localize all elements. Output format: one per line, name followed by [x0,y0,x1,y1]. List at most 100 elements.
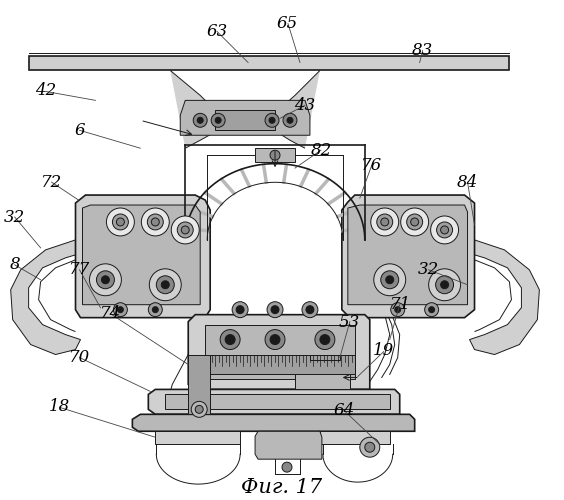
Polygon shape [255,432,322,459]
Polygon shape [76,195,210,318]
Circle shape [306,306,314,314]
Polygon shape [165,394,390,409]
Circle shape [381,218,389,226]
Circle shape [271,306,279,314]
Circle shape [437,222,452,238]
Text: 32: 32 [418,262,439,278]
Circle shape [374,264,406,296]
Circle shape [429,269,461,300]
Circle shape [440,226,448,234]
Circle shape [177,222,193,238]
Polygon shape [310,354,340,360]
Polygon shape [11,240,81,354]
Polygon shape [170,70,220,148]
Circle shape [161,281,169,288]
Text: 71: 71 [390,296,411,313]
Circle shape [152,306,158,312]
Circle shape [195,406,203,413]
Text: 77: 77 [69,262,90,278]
Circle shape [302,302,318,318]
Circle shape [381,271,399,288]
Text: 82: 82 [311,142,332,158]
Text: 43: 43 [294,97,315,114]
Circle shape [215,118,221,124]
Polygon shape [215,110,275,130]
Text: 84: 84 [457,174,478,191]
Polygon shape [180,100,310,135]
Polygon shape [82,205,200,304]
Polygon shape [295,360,350,390]
Circle shape [377,214,393,230]
Circle shape [395,306,400,312]
Text: 70: 70 [69,348,90,366]
Polygon shape [255,148,295,162]
Circle shape [431,216,459,244]
Circle shape [197,118,203,124]
Text: 74: 74 [100,305,121,322]
Circle shape [171,216,199,244]
Text: 72: 72 [41,174,62,191]
Circle shape [211,114,225,128]
Polygon shape [155,432,240,444]
Circle shape [116,218,125,226]
Circle shape [232,302,248,318]
Circle shape [156,276,174,293]
Polygon shape [210,354,355,374]
Circle shape [149,269,181,300]
Circle shape [435,276,453,293]
Circle shape [112,214,129,230]
Polygon shape [133,414,415,432]
Circle shape [113,302,127,316]
Polygon shape [29,56,509,70]
Circle shape [148,302,162,316]
Text: 83: 83 [412,42,433,59]
Text: Фиг. 17: Фиг. 17 [241,478,323,496]
Circle shape [107,208,134,236]
Circle shape [283,114,297,128]
Text: 8: 8 [10,256,20,274]
Circle shape [193,114,207,128]
Text: 42: 42 [35,82,56,99]
Circle shape [282,462,292,472]
Circle shape [102,276,109,284]
Circle shape [365,442,374,452]
Text: 65: 65 [277,14,298,32]
Circle shape [315,330,335,349]
Circle shape [270,334,280,344]
Circle shape [386,276,394,284]
Circle shape [440,281,448,288]
Circle shape [265,114,279,128]
Polygon shape [188,314,370,390]
Circle shape [400,208,429,236]
Text: 63: 63 [206,23,228,40]
Circle shape [391,302,405,316]
Circle shape [371,208,399,236]
Circle shape [360,438,380,457]
Circle shape [151,218,159,226]
Circle shape [147,214,164,230]
Circle shape [90,264,121,296]
Text: 6: 6 [74,122,85,139]
Text: 19: 19 [373,342,394,359]
Circle shape [287,118,293,124]
Polygon shape [205,324,355,380]
Circle shape [270,150,280,160]
Circle shape [429,306,435,312]
Circle shape [225,334,235,344]
Circle shape [117,306,124,312]
Polygon shape [348,205,468,304]
Text: 18: 18 [49,398,70,415]
Polygon shape [320,432,390,444]
Circle shape [236,306,244,314]
Circle shape [220,330,240,349]
Polygon shape [148,390,400,414]
Circle shape [191,402,207,417]
Polygon shape [272,70,320,148]
Text: 32: 32 [4,209,25,226]
Polygon shape [188,354,210,414]
Circle shape [96,271,114,288]
Circle shape [181,226,190,234]
Text: 64: 64 [333,402,355,419]
Circle shape [267,302,283,318]
Circle shape [425,302,439,316]
